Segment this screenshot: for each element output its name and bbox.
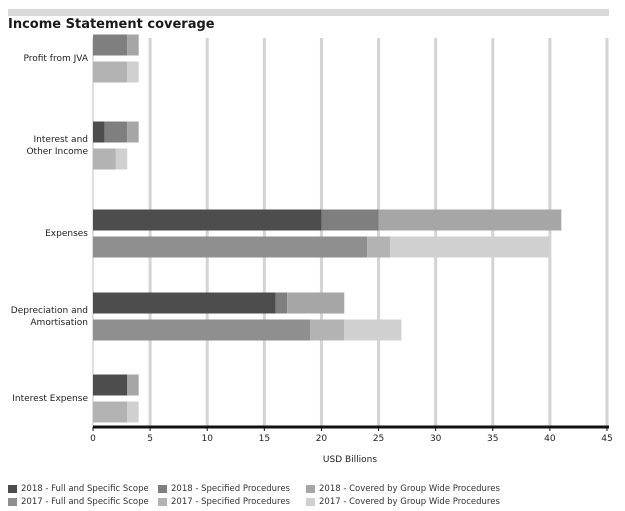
x-tick-label: 20: [316, 434, 328, 444]
category-label: Interest Expense: [12, 394, 88, 404]
legend-label: 2018 - Specified Procedures: [171, 484, 290, 494]
x-tick-label: 0: [90, 434, 96, 444]
legend-label: 2018 - Covered by Group Wide Procedures: [319, 484, 500, 494]
legend-item: 2017 - Full and Specific Scope: [8, 497, 149, 507]
category-label: Depreciation and: [11, 306, 88, 316]
x-tick-label: 25: [373, 434, 384, 444]
legend-item: 2018 - Full and Specific Scope: [8, 484, 149, 494]
bar-2018-series-2: [104, 121, 128, 143]
bar-2017-series-3: [389, 236, 550, 258]
bar-2017-series-1: [93, 319, 311, 341]
bar-2018-series-1: [93, 121, 105, 143]
category-label: Interest and: [34, 135, 88, 145]
bar-2017-series-2: [93, 61, 128, 83]
bar-2017-series-2: [310, 319, 345, 341]
legend-swatch: [158, 498, 167, 506]
x-tick-label: 35: [487, 434, 498, 444]
bar-2018-series-1: [93, 292, 276, 314]
legend-swatch: [8, 485, 17, 493]
bar-2018-series-3: [127, 34, 139, 56]
bar-2017-series-3: [127, 61, 139, 83]
legend-item: 2017 - Specified Procedures: [158, 497, 290, 507]
bar-2018-series-1: [93, 374, 128, 396]
legend-label: 2018 - Full and Specific Scope: [21, 484, 149, 494]
bar-2018-series-2: [93, 34, 128, 56]
legend-item: 2018 - Specified Procedures: [158, 484, 290, 494]
category-label: Expenses: [45, 229, 88, 239]
bar-2018-series-3: [287, 292, 345, 314]
bar-2017-series-2: [367, 236, 390, 258]
legend-swatch: [8, 498, 17, 506]
bar-2018-series-3: [378, 209, 562, 231]
bar-2017-series-3: [127, 401, 139, 423]
bar-2017-series-3: [344, 319, 402, 341]
x-tick-label: 15: [259, 434, 270, 444]
x-tick-label: 40: [544, 434, 556, 444]
legend-swatch: [306, 485, 315, 493]
legend-swatch: [306, 498, 315, 506]
title-rule: [8, 9, 609, 16]
x-tick-label: 5: [147, 434, 153, 444]
bar-2018-series-3: [127, 121, 139, 143]
bar-2017-series-2: [93, 148, 116, 170]
bar-2017-series-2: [93, 401, 128, 423]
legend-swatch: [158, 485, 167, 493]
chart-title: Income Statement coverage: [8, 17, 215, 32]
legend-label: 2017 - Covered by Group Wide Procedures: [319, 497, 500, 507]
legend-item: 2018 - Covered by Group Wide Procedures: [306, 484, 500, 494]
x-axis-label: USD Billions: [323, 455, 377, 465]
bar-chart: Profit from JVA Interest and Other Income E…: [11, 34, 613, 465]
bar-2018-series-1: [93, 209, 322, 231]
legend-label: 2017 - Specified Procedures: [171, 497, 290, 507]
x-tick-label: 45: [601, 434, 612, 444]
legend-item: 2017 - Covered by Group Wide Procedures: [306, 497, 500, 507]
x-tick-label: 10: [201, 434, 213, 444]
bar-2018-series-2: [275, 292, 288, 314]
category-label: Amortisation: [30, 318, 88, 328]
bar-2017-series-1: [93, 236, 368, 258]
legend-label: 2017 - Full and Specific Scope: [21, 497, 149, 507]
category-label: Other Income: [26, 147, 88, 157]
bar-2017-series-3: [115, 148, 128, 170]
category-label: Profit from JVA: [23, 54, 88, 64]
x-tick-label: 30: [430, 434, 442, 444]
bar-2018-series-3: [127, 374, 139, 396]
bar-2018-series-2: [321, 209, 379, 231]
